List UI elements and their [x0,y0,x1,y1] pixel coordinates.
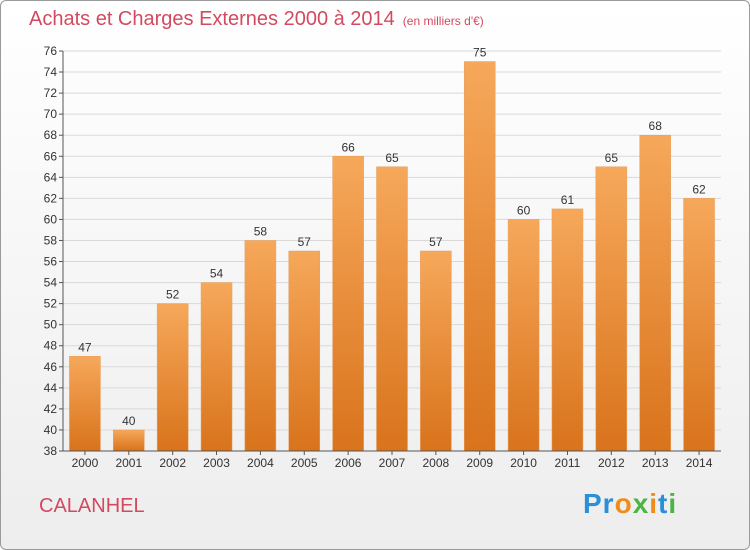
y-tick-label: 70 [44,107,58,121]
bar [463,61,496,452]
data-label: 68 [649,119,663,133]
commune-name: CALANHEL [39,495,145,517]
data-label: 57 [298,235,312,249]
x-tick-label: 2000 [72,456,99,470]
x-tick-label: 2001 [115,456,142,470]
y-tick-label: 68 [44,128,58,142]
title-text: Achats et Charges Externes 2000 à 2014 [29,8,395,30]
bars: 47 40 52 54 58 57 66 65 57 75 60 61 65 68 62 [69,46,715,452]
x-tick-label: 2004 [247,456,274,470]
bar [683,198,715,452]
data-label: 61 [561,193,575,207]
x-tick-label: 2002 [159,456,186,470]
bar [288,250,321,452]
data-label: 65 [605,151,619,165]
data-label: 58 [254,224,268,238]
y-tick-label: 76 [44,44,58,58]
y-tick-label: 42 [44,402,58,416]
data-label: 47 [78,340,92,354]
y-tick-label: 74 [44,65,58,79]
bar [376,166,408,452]
bar [639,134,671,452]
y-tick-label: 56 [44,255,58,269]
y-tick-label: 52 [44,297,58,311]
y-tick-label: 58 [44,233,58,247]
data-label: 75 [473,46,487,60]
bar [113,429,145,452]
y-tick-label: 46 [44,360,58,374]
x-tick-label: 2012 [598,456,625,470]
data-label: 62 [692,182,706,196]
y-axis: 38 40 42 44 46 48 50 52 54 56 58 60 62 64 66 68 70 72 74 76 [44,44,64,458]
y-tick-label: 64 [44,170,58,184]
x-tick-label: 2009 [466,456,493,470]
bar [595,166,628,452]
x-tick-label: 2013 [642,456,669,470]
y-tick-label: 38 [44,444,58,458]
x-tick-label: 2010 [510,456,537,470]
y-tick-label: 60 [44,212,58,226]
bar [507,219,540,452]
data-label: 66 [341,140,355,154]
chart-title: Achats et Charges Externes 2000 à 2014 (e… [29,8,484,31]
data-label: 60 [517,203,531,217]
x-tick-label: 2003 [203,456,230,470]
x-tick-label: 2014 [686,456,713,470]
y-tick-label: 48 [44,339,58,353]
bar [69,356,101,452]
bar [551,208,584,452]
y-tick-label: 54 [44,276,58,290]
proxiti-logo[interactable]: Proxiti [583,488,678,519]
y-tick-label: 44 [44,381,58,395]
data-label: 40 [122,414,136,428]
data-label: 57 [429,235,443,249]
bar [244,240,277,452]
bar [200,282,233,452]
data-label: 65 [385,151,399,165]
x-tick-label: 2005 [291,456,318,470]
y-tick-label: 50 [44,318,58,332]
x-tick-label: 2007 [379,456,406,470]
y-tick-label: 40 [44,423,58,437]
x-tick-label: 2008 [423,456,450,470]
y-tick-label: 72 [44,86,58,100]
y-tick-label: 62 [44,191,58,205]
x-axis: 2000 2001 2002 2003 2004 2005 2006 2007 2008 2009… [63,450,721,470]
data-label: 52 [166,288,180,302]
x-tick-label: 2006 [335,456,362,470]
chart-subtitle: (en milliers d'€) [402,14,484,28]
bar [156,303,189,452]
bar [420,250,452,452]
x-tick-label: 2011 [555,456,581,470]
data-label: 54 [210,267,224,281]
bar [332,156,364,452]
y-tick-label: 66 [44,149,58,163]
